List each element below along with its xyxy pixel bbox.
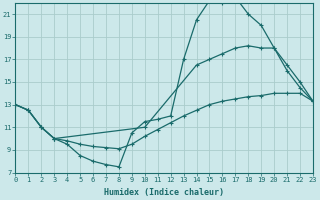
- X-axis label: Humidex (Indice chaleur): Humidex (Indice chaleur): [104, 188, 224, 197]
